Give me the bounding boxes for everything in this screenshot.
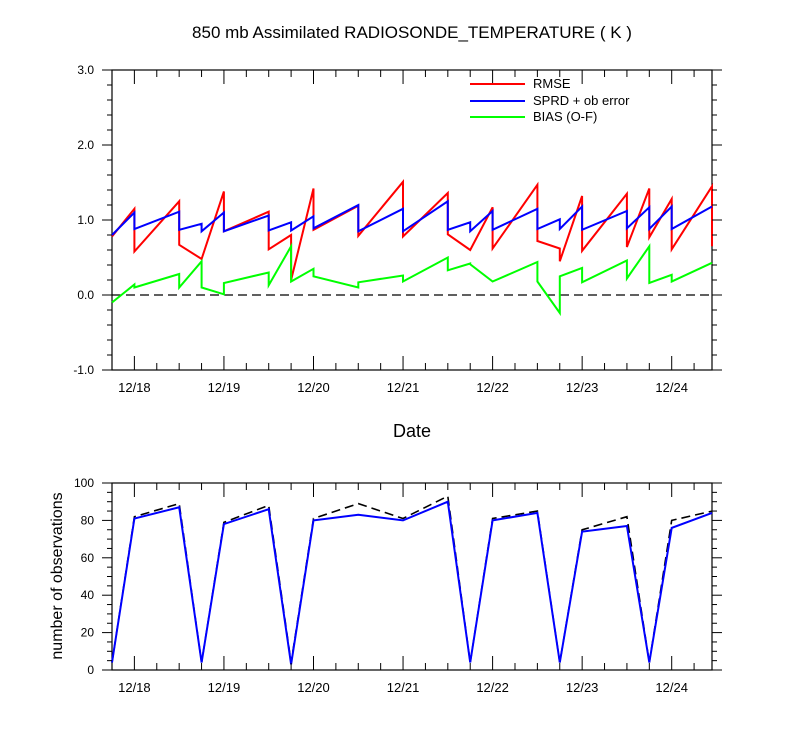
series-line-bias-o-f [111, 242, 713, 317]
series-line-rmse [111, 179, 713, 281]
x-tick-label: 12/20 [297, 380, 330, 395]
y-tick-label: 80 [81, 513, 95, 527]
x-tick-label: 12/24 [655, 680, 688, 695]
observations-panel: 12/18 12/19 12/20 12/21 12/22 12/23 12/24 0 20 40… [49, 476, 722, 695]
x-tick-label: 12/23 [566, 380, 599, 395]
bottom-plot-frame [111, 482, 713, 671]
series-line-assimilated-observations [111, 500, 713, 665]
x-tick-label: 12/21 [387, 680, 420, 695]
series-line-sprd-ob-error [111, 199, 713, 236]
legend-sprd-label: SPRD + ob error [533, 93, 630, 108]
y-tick-label: 60 [81, 551, 95, 565]
legend-rmse-label: RMSE [533, 76, 571, 91]
x-axis-label: Date [393, 421, 431, 441]
y-tick-label: 2.0 [77, 138, 94, 152]
x-tick-label: 12/18 [118, 680, 151, 695]
x-tick-label: 12/24 [655, 380, 688, 395]
x-tick-label: 12/20 [297, 680, 330, 695]
top-plot-frame [111, 69, 713, 371]
y-tick-label: 0.0 [77, 288, 94, 302]
series-line-possible-observations [111, 494, 713, 663]
y-tick-label: 1.0 [77, 213, 94, 227]
y-tick-label: 3.0 [77, 63, 94, 77]
y-tick-label: -1.0 [73, 363, 94, 377]
x-tick-label: 12/19 [208, 380, 241, 395]
x-tick-label: 12/21 [387, 380, 420, 395]
y-tick-label: 40 [81, 588, 95, 602]
rmse-bias-panel: 850 mb Assimilated RADIOSONDE_TEMPERATUR… [73, 23, 722, 441]
x-tick-label: 12/22 [476, 680, 509, 695]
legend: RMSE SPRD + ob error BIAS (O-F) [470, 76, 630, 124]
legend-bias-label: BIAS (O-F) [533, 109, 597, 124]
y-tick-label: 0 [87, 663, 94, 677]
x-tick-label: 12/18 [118, 380, 151, 395]
y-tick-label: 20 [81, 626, 95, 640]
y-axis-label: number of observations [49, 492, 66, 659]
y-tick-label: 100 [74, 476, 94, 490]
chart-title: 850 mb Assimilated RADIOSONDE_TEMPERATUR… [192, 23, 632, 42]
x-tick-label: 12/19 [208, 680, 241, 695]
x-tick-label: 12/23 [566, 680, 599, 695]
x-tick-label: 12/22 [476, 380, 509, 395]
